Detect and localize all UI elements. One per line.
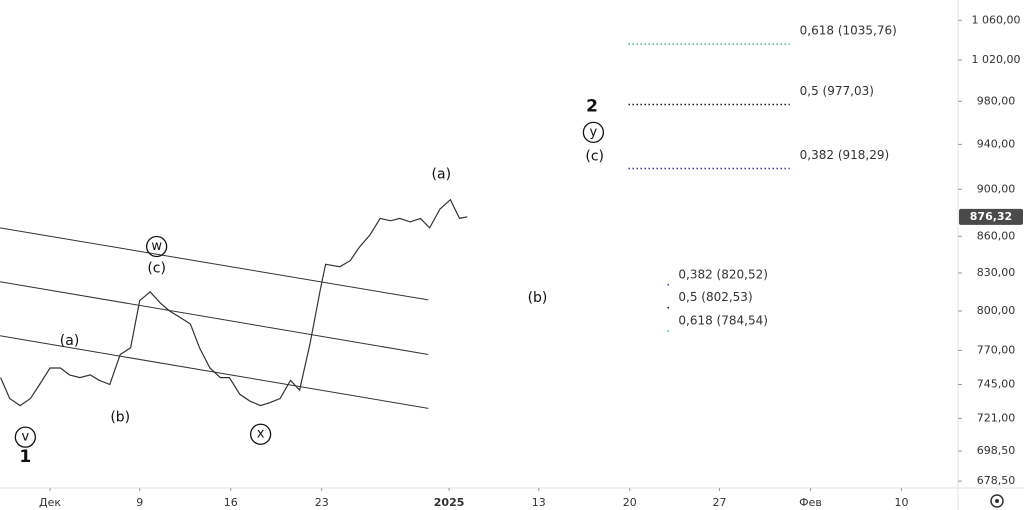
y-tick-label: 980,00 bbox=[977, 94, 1016, 107]
y-tick-label: 860,00 bbox=[977, 229, 1016, 242]
wave-label: w bbox=[151, 239, 162, 254]
x-tick-label: 27 bbox=[712, 496, 726, 509]
wave-circle bbox=[14, 426, 36, 448]
x-tick-label: 10 bbox=[894, 496, 908, 509]
wave-label: (a) bbox=[432, 166, 452, 182]
wave-label: (c) bbox=[585, 149, 604, 165]
y-tick-label: 698,50 bbox=[977, 444, 1016, 457]
y-tick-label: 678,50 bbox=[977, 474, 1016, 487]
x-tick-label: 23 bbox=[315, 496, 329, 509]
wave-label: (a) bbox=[60, 333, 80, 349]
y-tick-label: 800,00 bbox=[977, 304, 1016, 317]
x-tick-label: 13 bbox=[532, 496, 546, 509]
settings-icon[interactable] bbox=[990, 494, 1004, 508]
y-tick-label: 900,00 bbox=[977, 182, 1016, 195]
x-tick-label: 2025 bbox=[434, 496, 465, 509]
wave-circle bbox=[145, 235, 168, 258]
x-tick-label: 20 bbox=[623, 496, 637, 509]
y-tick-label: 721,00 bbox=[977, 411, 1016, 424]
fib-label: 0,618 (1035,76) bbox=[800, 24, 897, 38]
fib-label: 0,382 (820,52) bbox=[678, 267, 768, 281]
price-line bbox=[0, 198, 468, 407]
y-tick-label: 745,00 bbox=[977, 378, 1016, 391]
y-tick-label: 940,00 bbox=[977, 137, 1016, 150]
fib-label: 0,382 (918,29) bbox=[800, 148, 890, 162]
channel-line bbox=[0, 281, 429, 355]
y-tick-label: 1 060,00 bbox=[972, 13, 1021, 26]
wave-label: 1 bbox=[19, 447, 31, 467]
wave-label: y bbox=[590, 125, 598, 140]
x-tick-label: Фев bbox=[799, 496, 822, 509]
wave-label: (b) bbox=[528, 290, 548, 306]
fib-label: 0,618 (784,54) bbox=[678, 314, 768, 328]
channel-line bbox=[0, 227, 429, 301]
wave-label: 2 bbox=[586, 97, 598, 117]
x-tick-label: 16 bbox=[224, 496, 238, 509]
wave-label: (b) bbox=[110, 410, 130, 426]
y-tick-label: 830,00 bbox=[977, 266, 1016, 279]
x-tick-label: 9 bbox=[136, 496, 143, 509]
last-price-label: 876,32 bbox=[970, 210, 1012, 223]
last-price-box bbox=[959, 208, 1023, 225]
y-tick-label: 770,00 bbox=[977, 343, 1016, 356]
fib-label: 0,5 (802,53) bbox=[678, 290, 752, 304]
x-tick-label: Дек bbox=[39, 496, 61, 509]
y-tick-label: 1 020,00 bbox=[972, 53, 1021, 66]
wave-label: (c) bbox=[147, 261, 166, 277]
wave-label: v bbox=[21, 430, 29, 445]
wave-circle bbox=[582, 121, 605, 144]
fib-label: 0,5 (977,03) bbox=[800, 84, 874, 98]
wave-circle bbox=[249, 423, 272, 445]
wave-label: x bbox=[257, 427, 265, 442]
